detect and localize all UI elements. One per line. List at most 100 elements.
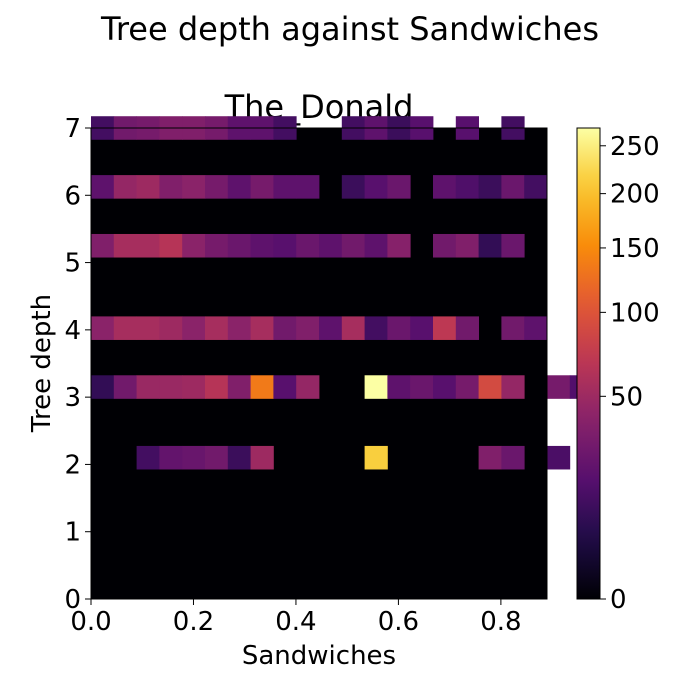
y-tick-label: 7: [64, 114, 81, 144]
heatmap-cell: [455, 375, 479, 399]
colorbar-tick-label: 50: [610, 382, 643, 412]
colorbar-tick-label: 250: [610, 132, 660, 162]
x-axis-label: Sandwiches: [242, 641, 396, 671]
heatmap-cell: [159, 175, 183, 199]
y-tick-label: 6: [64, 181, 81, 211]
heatmap-cell: [250, 175, 274, 199]
colorbar: 0 50 100 150 200 250: [576, 127, 660, 615]
heatmap-cell: [205, 233, 229, 258]
colorbar-tick-label: 200: [610, 180, 660, 210]
heatmap-cell: [478, 175, 502, 199]
heatmap-cell: [227, 233, 251, 258]
colorbar-tick-label: 150: [610, 234, 660, 264]
heatmap-cell: [547, 445, 571, 470]
heatmap-cell: [410, 375, 434, 399]
heatmap-cell: [205, 445, 229, 470]
heatmap-cell: [136, 316, 160, 340]
y-axis: 0 1 2 3 4 5 6 7: [64, 114, 91, 615]
heatmap-cell: [227, 375, 251, 399]
colorbar-tick-label: 100: [610, 298, 660, 328]
heatmap-cell: [182, 316, 206, 340]
heatmap-cell: [182, 375, 206, 399]
heatmap-cell: [410, 316, 434, 340]
heatmap-cell: [159, 375, 183, 399]
heatmap-cell: [364, 233, 388, 258]
plot-background: [91, 128, 547, 599]
heatmap-cell: [273, 175, 297, 199]
heatmap-cell: [159, 233, 183, 258]
heatmap-cell: [364, 316, 388, 340]
heatmap-cell: [250, 233, 274, 258]
heatmap-cell: [296, 316, 320, 340]
heatmap-cell: [478, 445, 502, 470]
heatmap-cell: [387, 233, 411, 258]
heatmap-cell: [455, 175, 479, 199]
plot-frame: [90, 127, 548, 600]
heatmap-cell: [433, 375, 457, 399]
heatmap-cell: [182, 233, 206, 258]
heatmap-cell: [250, 316, 274, 340]
heatmap-cell: [433, 316, 457, 340]
x-tick-label: 0.2: [173, 607, 214, 637]
heatmap-cell: [501, 316, 525, 340]
heatmap-cell: [319, 233, 343, 258]
x-axis: 0.0 0.2 0.4 0.6 0.8: [70, 599, 522, 637]
heatmap-cell: [136, 233, 160, 258]
heatmap-cell: [250, 445, 274, 470]
heatmap-cell: [501, 175, 525, 199]
heatmap-cell: [205, 175, 229, 199]
heatmap-cell: [501, 375, 525, 399]
heatmap-cell: [227, 445, 251, 470]
y-tick-label: 5: [64, 249, 81, 279]
heatmap-cell: [250, 375, 274, 399]
heatmap-cell: [524, 316, 548, 340]
y-tick-label: 2: [64, 450, 81, 480]
heatmap-cell: [91, 175, 115, 199]
heatmap-cell: [113, 233, 137, 258]
heatmap-cell: [501, 233, 525, 258]
heatmap-cell: [478, 233, 502, 258]
heatmap-cell: [364, 375, 388, 399]
heatmap-cell: [205, 375, 229, 399]
heatmap-cell: [341, 316, 365, 340]
heatmap-cell: [273, 233, 297, 258]
heatmap-cell: [273, 375, 297, 399]
heatmap-cell: [501, 445, 525, 470]
x-tick-label: 0.0: [70, 607, 111, 637]
heatmap-cell: [319, 316, 343, 340]
heatmap-cell: [159, 316, 183, 340]
heatmap-cell: [296, 375, 320, 399]
heatmap-cell: [478, 375, 502, 399]
heatmap-cell: [113, 316, 137, 340]
heatmap-cell: [387, 316, 411, 340]
heatmap-cell: [387, 375, 411, 399]
heatmap-cell: [455, 233, 479, 258]
y-axis-label: Tree depth: [27, 294, 57, 433]
x-tick-label: 0.8: [480, 607, 521, 637]
heatmap-cell: [113, 375, 137, 399]
colorbar-gradient: [576, 127, 601, 600]
heatmap-cell: [524, 175, 548, 199]
heatmap-cell: [91, 316, 115, 340]
heatmap-cell: [159, 445, 183, 470]
heatmap-cell: [205, 316, 229, 340]
y-tick-label: 1: [64, 518, 81, 548]
x-tick-label: 0.4: [275, 607, 316, 637]
heatmap-cell: [91, 233, 115, 258]
heatmap-cell: [136, 445, 160, 470]
heatmap-cell: [182, 175, 206, 199]
y-tick-label: 4: [64, 316, 81, 346]
chart-suptitle: Tree depth against Sandwiches: [100, 10, 599, 48]
heatmap-cell: [136, 175, 160, 199]
heatmap-cell: [296, 175, 320, 199]
heatmap-cell: [273, 316, 297, 340]
heatmap-cell: [296, 233, 320, 258]
heatmap-cell: [182, 445, 206, 470]
y-tick-label: 0: [64, 585, 81, 615]
heatmap-cell: [547, 375, 571, 399]
heatmap-cell: [91, 375, 115, 399]
colorbar-tick-label: 0: [610, 585, 627, 615]
heatmap-cell: [455, 316, 479, 340]
heatmap-cell: [341, 233, 365, 258]
